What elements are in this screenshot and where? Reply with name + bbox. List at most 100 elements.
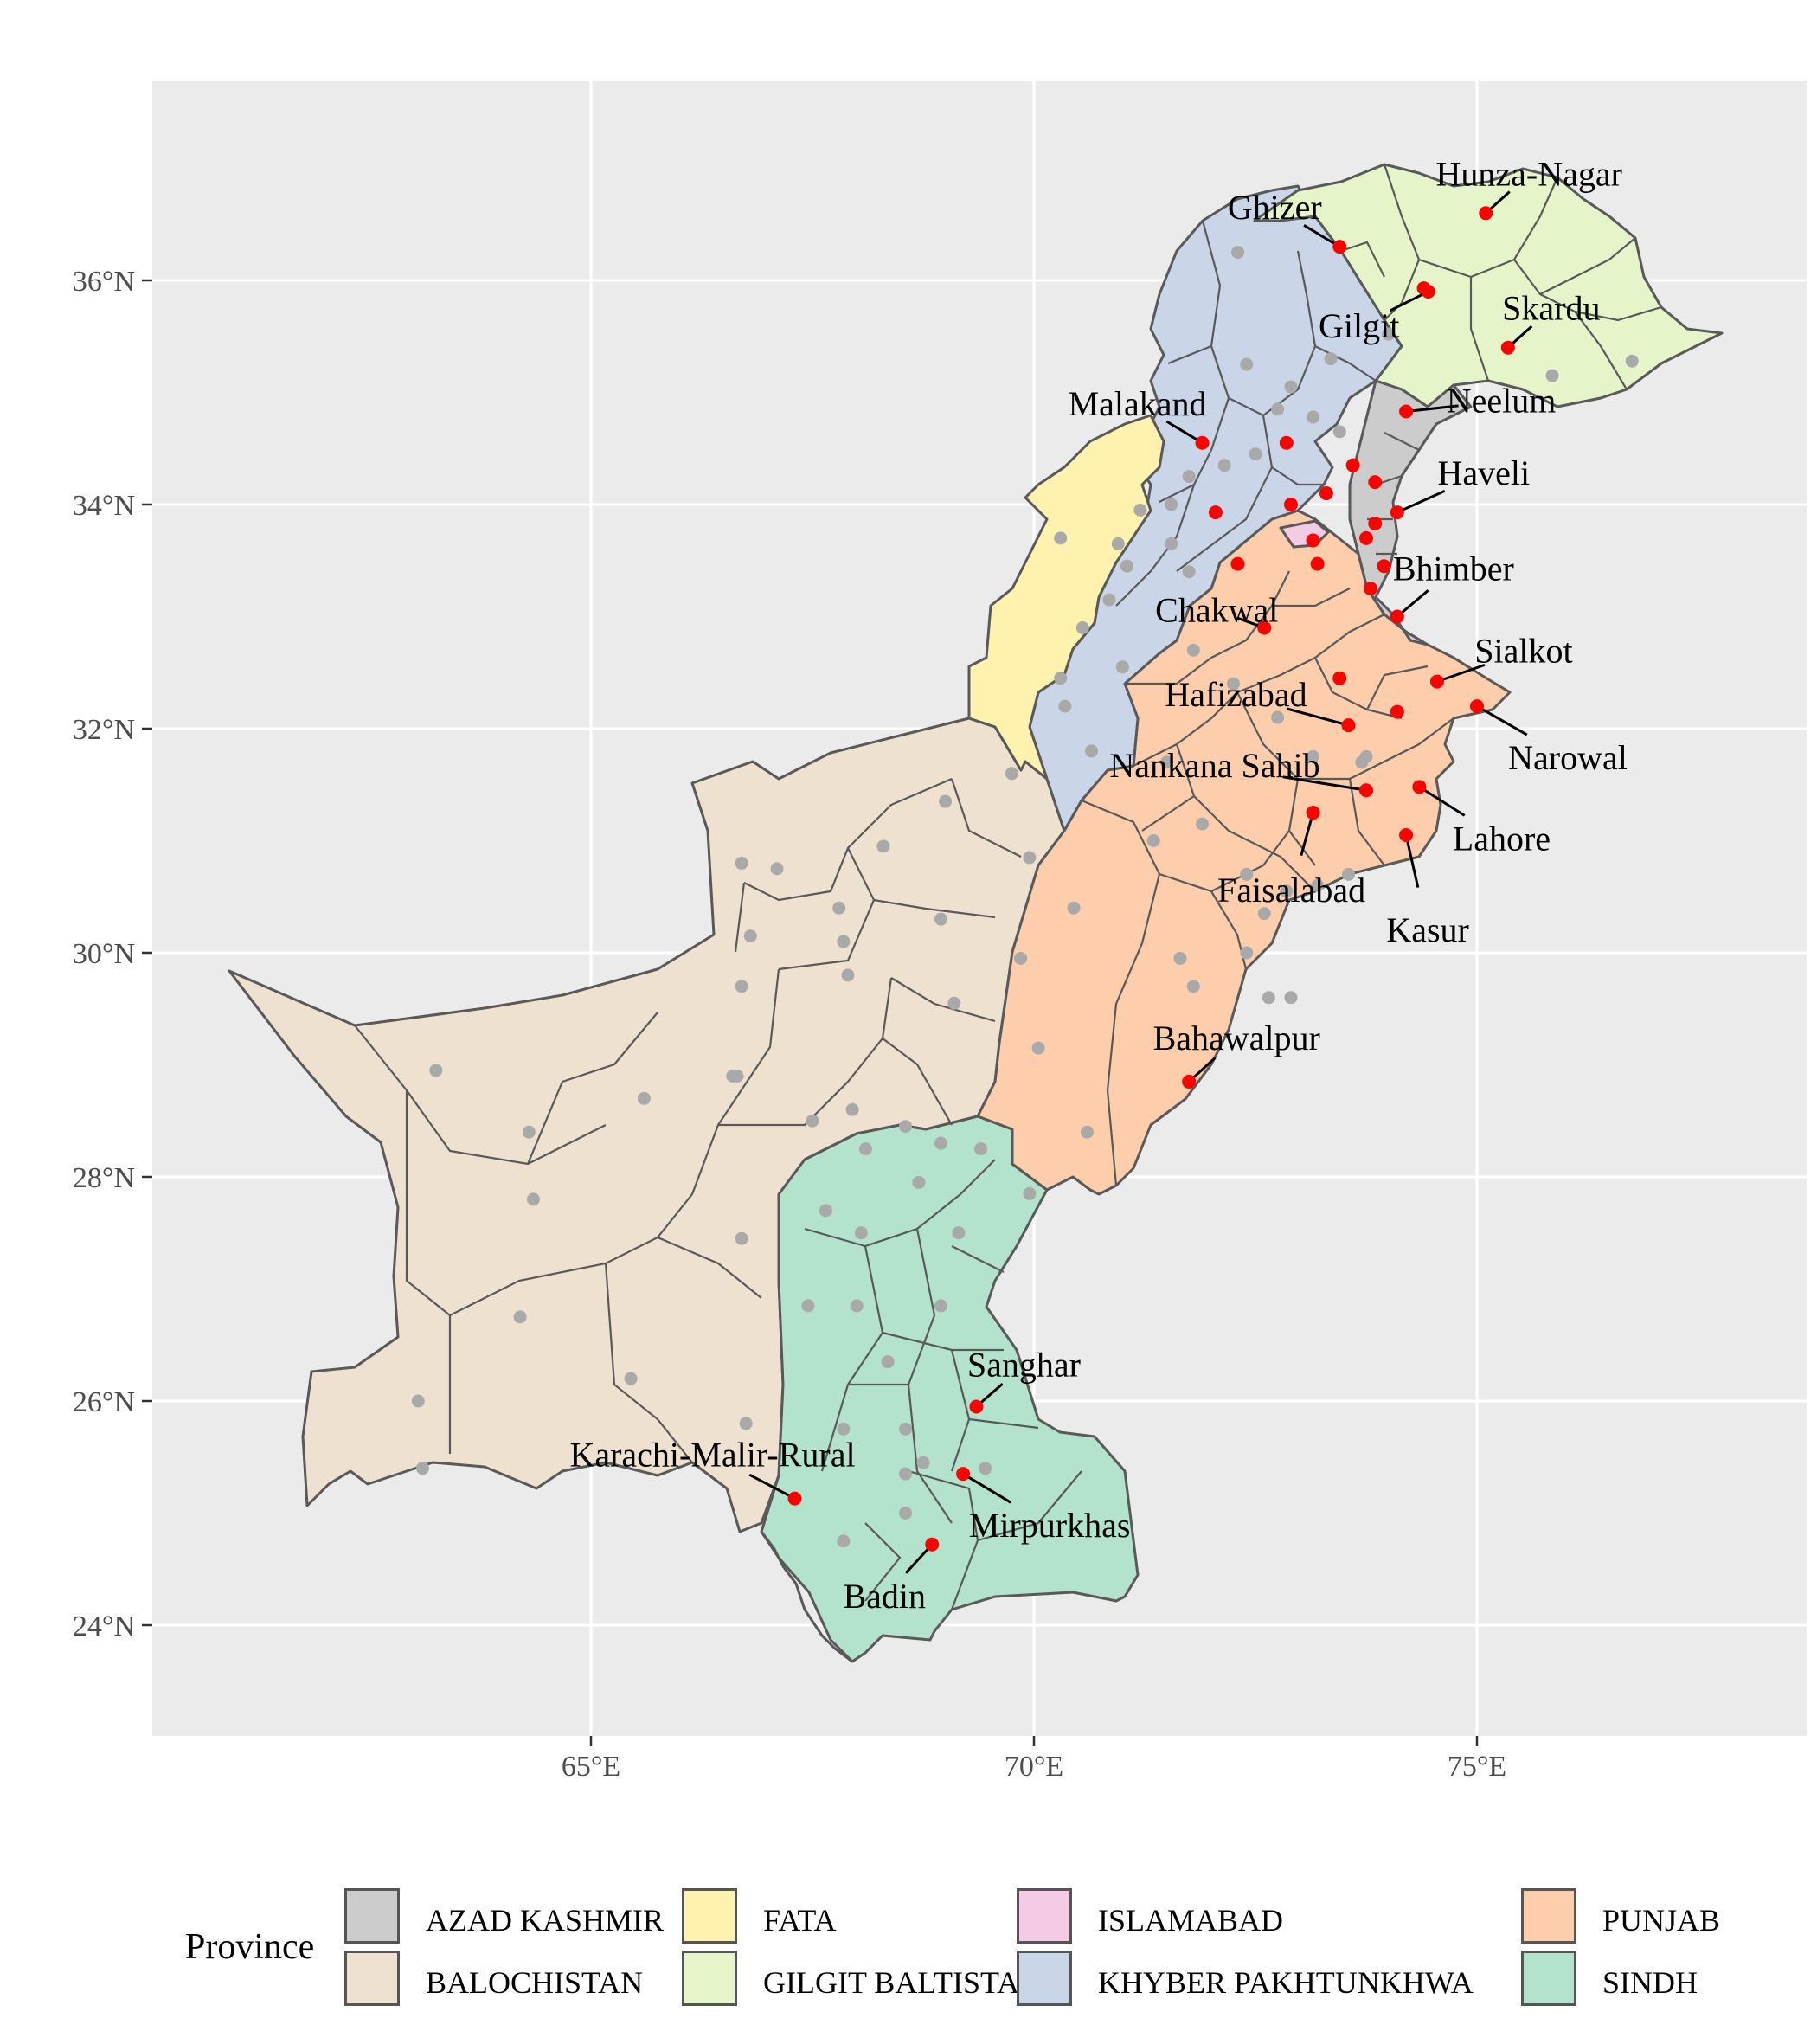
district-label: Chakwal [1155, 590, 1278, 629]
district-point-grey [526, 1192, 540, 1206]
legend-label: ISLAMABAD [1098, 1903, 1284, 1938]
district-point-red [1341, 718, 1356, 733]
y-tick-label: 26°N [73, 1386, 135, 1418]
district-point-grey [1182, 565, 1196, 579]
district-point-red [1470, 699, 1484, 714]
district-point-grey [1165, 537, 1178, 550]
legend-swatch [1017, 1951, 1072, 2006]
district-point-grey [1271, 402, 1285, 416]
district-point-grey [1271, 710, 1285, 724]
district-point-grey [858, 1142, 872, 1156]
district-point-grey [1014, 951, 1028, 965]
district-point-grey [637, 1091, 651, 1105]
district-label: Badin [843, 1577, 926, 1616]
label-leader-line [1300, 812, 1315, 857]
district-point-red [1412, 780, 1427, 794]
district-boundary [804, 1159, 1082, 1610]
district-point-grey [806, 1114, 819, 1128]
district-labels: Hunza-Nagar Ghizer Gilgit Skardu Neelum Malak… [569, 154, 1627, 1615]
district-point-grey [837, 935, 851, 948]
district-point-red [1195, 435, 1210, 450]
district-point-grey [429, 1064, 443, 1077]
y-tick-label: 36°N [73, 266, 135, 298]
district-point-grey [819, 1204, 832, 1218]
district-label: Neelum [1447, 382, 1557, 421]
label-leader-line [962, 1472, 1011, 1504]
legend-swatch [1521, 1888, 1576, 1944]
district-point-grey [1231, 246, 1245, 260]
district-label: Karachi-Malir-Rural [569, 1436, 855, 1475]
district-point-grey [411, 1394, 425, 1408]
district-point-grey [1257, 907, 1271, 921]
legend: Province AZAD KASHMIR BALOCHISTAN FATA GILG… [182, 1876, 1808, 2015]
legend-swatch [682, 1951, 737, 2006]
district-point-grey [1262, 991, 1275, 1005]
district-point-red [1421, 284, 1435, 299]
district-point-grey [974, 1142, 988, 1156]
district-point-red [1257, 620, 1272, 635]
label-leader-line [1303, 224, 1341, 248]
district-label: Narowal [1508, 738, 1628, 777]
district-point-grey [1173, 951, 1187, 965]
district-point-grey [1240, 946, 1254, 960]
district-point-grey [952, 1226, 966, 1240]
district-point-red [1208, 505, 1223, 520]
district-boundaries [354, 164, 1662, 1610]
district-point-grey [832, 901, 846, 915]
x-tick-label: 65°E [562, 1751, 620, 1783]
district-point-red [1399, 404, 1414, 419]
district-point-red [1332, 671, 1347, 685]
district-point-grey [837, 1422, 851, 1436]
y-tick-label: 32°N [73, 714, 135, 746]
district-point-red [1283, 498, 1298, 511]
district-boundary [354, 777, 1022, 1463]
district-point-red [956, 1467, 971, 1482]
district-label: Skardu [1502, 289, 1600, 328]
y-tick-label: 28°N [73, 1162, 135, 1194]
district-point-grey [1240, 357, 1254, 371]
district-point-grey [1031, 1041, 1045, 1055]
legend-label: KHYBER PAKHTUNKHWA [1098, 1965, 1474, 2000]
district-point-grey [1186, 980, 1200, 993]
legend-swatch [344, 1888, 400, 1944]
district-point-red [969, 1399, 984, 1414]
y-tick-label: 30°N [73, 938, 135, 970]
district-point-grey [1120, 559, 1134, 573]
district-point-grey [1332, 425, 1346, 439]
district-point-grey [1240, 867, 1254, 881]
district-point-grey [854, 1226, 868, 1240]
district-point-grey [912, 1175, 926, 1189]
label-leader-line [748, 1473, 796, 1500]
district-point-grey [735, 856, 748, 870]
district-point-grey [1545, 369, 1559, 382]
district-point-red [1310, 556, 1325, 571]
district-point-grey [730, 1069, 744, 1083]
district-point-grey [1146, 834, 1160, 847]
district-point-red [1368, 517, 1383, 531]
label-leader-line [1282, 775, 1367, 792]
district-point-red [925, 1537, 940, 1552]
district-point-red [1359, 530, 1373, 545]
district-point-red [1368, 475, 1383, 490]
district-point-grey [1165, 498, 1178, 511]
district-point-grey [1160, 755, 1174, 769]
label-leader-line [1436, 663, 1486, 684]
district-label: Lahore [1453, 819, 1551, 858]
district-point-grey [1054, 531, 1068, 545]
district-point-grey [1307, 749, 1320, 763]
district-point-grey [743, 929, 757, 943]
district-label: Ghizer [1228, 188, 1322, 227]
district-centroids-grey [411, 246, 1639, 1548]
district-point-grey [1196, 817, 1210, 831]
district-point-grey [1284, 991, 1298, 1005]
district-label: Bahawalpur [1153, 1019, 1320, 1057]
y-tick-label: 34°N [73, 490, 135, 522]
district-point-red [1182, 1074, 1197, 1089]
district-point-grey [876, 839, 890, 853]
district-point-grey [899, 1120, 913, 1134]
district-point-grey [1080, 1125, 1094, 1139]
district-point-grey [1102, 593, 1116, 607]
district-label: Sialkot [1474, 632, 1572, 671]
fata-region [967, 414, 1165, 781]
district-label: Bhimber [1393, 550, 1514, 588]
